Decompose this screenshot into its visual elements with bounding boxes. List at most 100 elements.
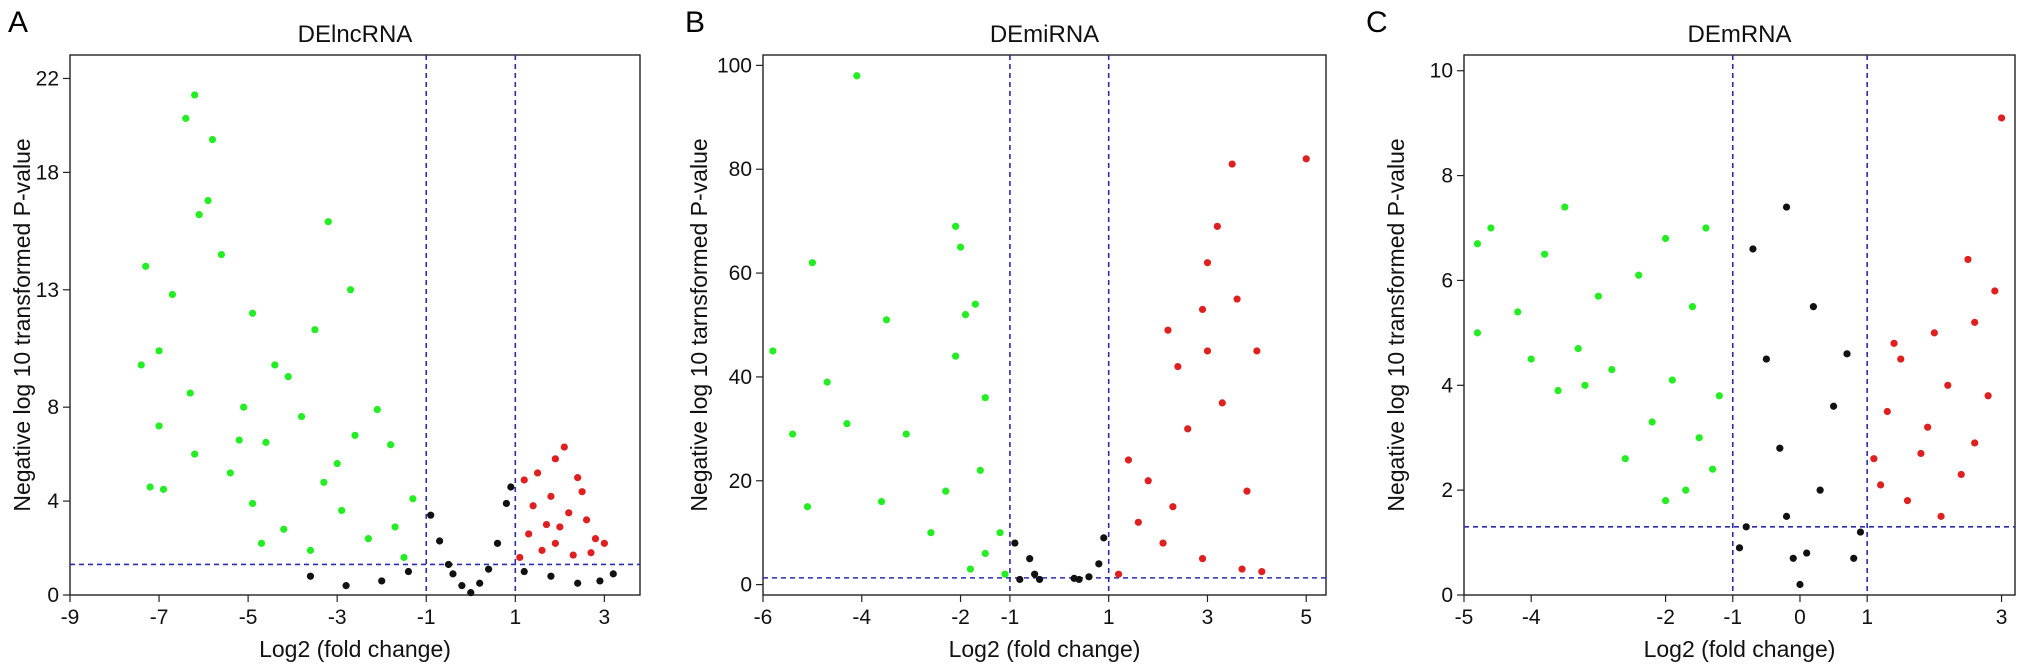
x-tick-label: 3 <box>1996 606 2008 629</box>
point-downregulated <box>971 300 979 308</box>
x-tick-label: 0 <box>1794 606 1806 629</box>
plot-frame <box>762 54 1327 596</box>
point-downregulated <box>808 259 816 267</box>
point-downregulated <box>284 373 292 381</box>
point-downregulated <box>942 487 950 495</box>
point-upregulated <box>1903 497 1912 505</box>
point-not-significant <box>1803 549 1811 557</box>
y-tick-label: 2 <box>1441 479 1453 502</box>
point-upregulated <box>1184 425 1192 433</box>
point-not-significant <box>1782 512 1791 520</box>
point-not-significant <box>1789 554 1797 562</box>
y-tick-label: 0 <box>1441 584 1453 607</box>
point-downregulated <box>1661 497 1670 505</box>
point-not-significant <box>1095 560 1103 568</box>
point-not-significant <box>1070 574 1078 582</box>
point-downregulated <box>186 389 194 397</box>
point-upregulated <box>525 530 533 538</box>
point-upregulated <box>1971 318 1979 326</box>
point-downregulated <box>248 309 257 317</box>
point-not-significant <box>449 570 457 578</box>
point-upregulated <box>1169 503 1177 511</box>
point-upregulated <box>1883 407 1891 416</box>
point-downregulated <box>191 91 199 99</box>
point-upregulated <box>574 474 582 482</box>
point-upregulated <box>1984 392 1992 400</box>
x-axis-label: Log2 (fold change) <box>949 636 1141 662</box>
point-not-significant <box>1035 575 1044 584</box>
point-upregulated <box>1164 326 1172 334</box>
point-downregulated <box>262 438 270 446</box>
point-upregulated <box>1957 470 1965 479</box>
point-not-significant <box>1749 245 1757 253</box>
points-up <box>516 443 608 562</box>
point-upregulated <box>556 523 564 531</box>
point-not-significant <box>404 567 413 576</box>
point-not-significant <box>1796 580 1804 589</box>
point-downregulated <box>346 286 355 294</box>
panel-letter: C <box>1366 6 1388 39</box>
point-not-significant <box>1776 444 1784 452</box>
panel-a: A DElncRNA -9 -7 -5 -3 -1 1 3 0 4 8 13 18 22 Log2 (fold… <box>0 0 677 667</box>
point-not-significant <box>1031 570 1039 578</box>
point-upregulated <box>1302 155 1310 163</box>
y-tick-label: 18 <box>36 161 59 184</box>
point-upregulated <box>578 488 586 496</box>
y-tick-label: 8 <box>47 396 59 419</box>
x-tick-label: 1 <box>1103 606 1115 629</box>
point-downregulated <box>391 523 399 531</box>
point-downregulated <box>1621 455 1629 463</box>
point-not-significant <box>436 537 444 545</box>
point-downregulated <box>271 361 279 369</box>
points-ns <box>306 483 617 597</box>
point-upregulated <box>1243 487 1251 495</box>
point-downregulated <box>257 539 266 547</box>
point-not-significant <box>609 570 617 578</box>
volcano-plot-mirna: B DEmiRNA -6 -4 -2 -1 1 3 5 0 20 40 60 80 100 Log2 (fol… <box>685 6 1327 662</box>
x-tick-label: -2 <box>951 606 970 629</box>
plot-frame <box>69 54 641 596</box>
point-upregulated <box>1258 568 1266 576</box>
point-downregulated <box>1514 308 1522 316</box>
x-axis-label: Log2 (fold change) <box>259 636 451 662</box>
x-tick-label: -5 <box>1455 606 1474 629</box>
panel-b: B DEmiRNA -6 -4 -2 -1 1 3 5 0 20 40 60 80 100 Log2 (fol… <box>677 0 1354 667</box>
point-downregulated <box>952 222 960 230</box>
y-tick-label: 4 <box>1441 374 1453 397</box>
point-upregulated <box>1238 565 1246 573</box>
point-upregulated <box>1233 295 1241 303</box>
x-tick-label: -4 <box>1522 606 1541 629</box>
y-tick-label: 80 <box>729 158 752 181</box>
point-upregulated <box>1917 449 1925 458</box>
point-downregulated <box>364 535 372 543</box>
point-downregulated <box>1473 329 1482 337</box>
point-not-significant <box>502 499 511 508</box>
point-upregulated <box>1174 362 1182 371</box>
point-upregulated <box>565 509 573 517</box>
point-not-significant <box>1100 534 1108 542</box>
point-downregulated <box>803 503 812 511</box>
y-tick-label: 8 <box>1441 165 1453 188</box>
point-upregulated <box>1924 423 1932 431</box>
y-tick-label: 100 <box>717 54 752 77</box>
point-upregulated <box>1144 477 1152 485</box>
y-tick-label: 10 <box>1430 60 1453 83</box>
chart-title: DEmRNA <box>1687 21 1791 48</box>
point-downregulated <box>927 529 935 537</box>
x-tick-label: -4 <box>852 606 871 629</box>
point-downregulated <box>1561 203 1569 211</box>
y-axis-label: Negative log 10 transformed P-value <box>9 138 35 511</box>
point-not-significant <box>547 572 555 580</box>
point-upregulated <box>1114 570 1123 578</box>
x-tick-label: 3 <box>599 606 611 629</box>
point-not-significant <box>476 579 484 587</box>
x-tick-label: -3 <box>328 606 347 629</box>
point-upregulated <box>1159 539 1167 547</box>
point-downregulated <box>1668 376 1676 384</box>
point-downregulated <box>976 466 984 474</box>
point-upregulated <box>560 443 568 451</box>
point-upregulated <box>1897 355 1905 363</box>
x-tick-label: 3 <box>1202 606 1214 629</box>
point-downregulated <box>1661 234 1670 243</box>
